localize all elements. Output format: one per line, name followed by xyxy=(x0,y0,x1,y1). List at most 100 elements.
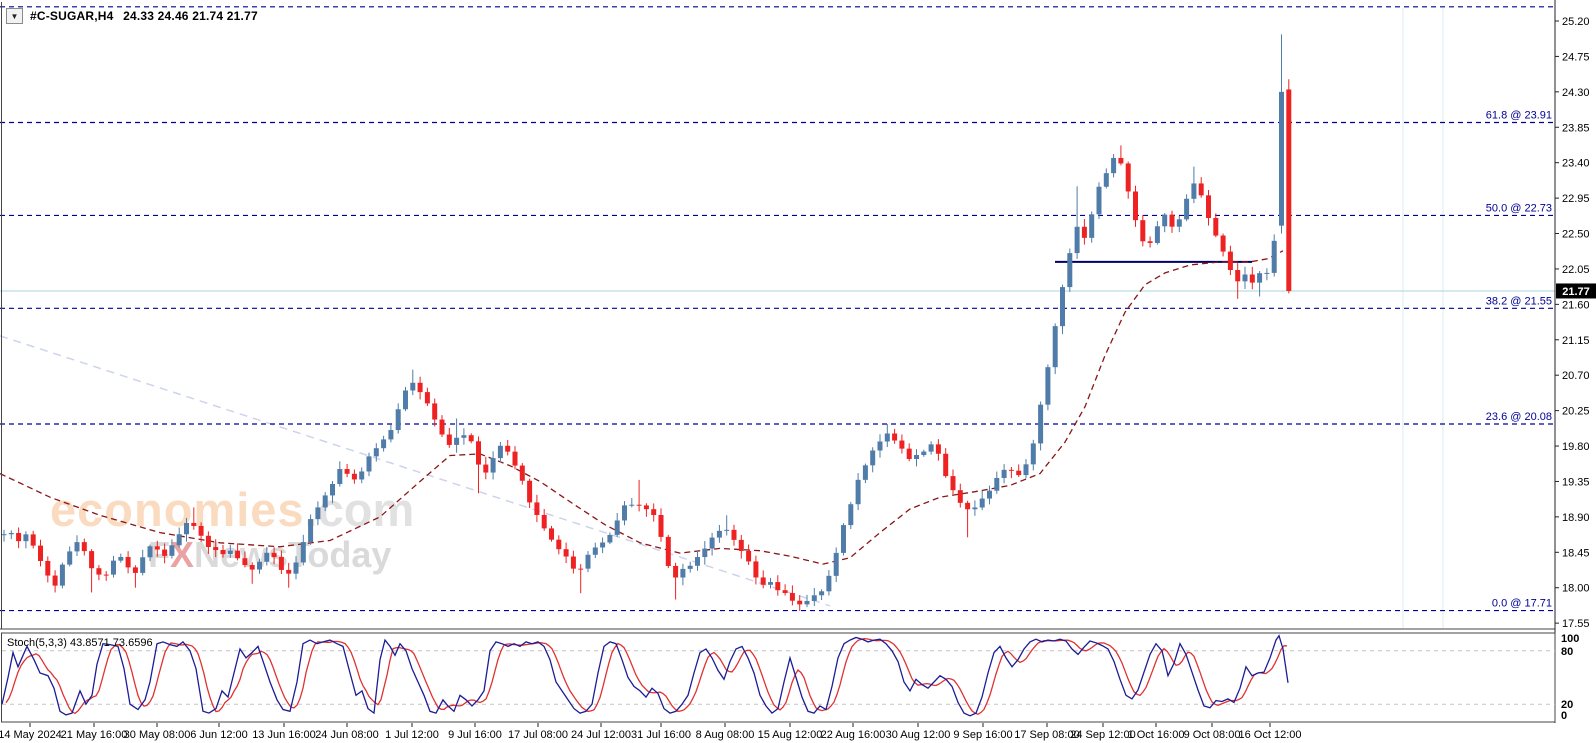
candle-body-up xyxy=(833,552,839,576)
candle-body-down xyxy=(198,525,204,536)
candle-body-down xyxy=(154,546,160,550)
candle-body-down xyxy=(1220,235,1226,252)
candle-body-up xyxy=(1074,226,1080,254)
candle-body-up xyxy=(687,565,693,569)
candle-body-up xyxy=(1279,91,1284,226)
candle-body-down xyxy=(1081,226,1087,238)
candle-body-down xyxy=(1206,195,1211,218)
candle-body-down xyxy=(892,433,898,441)
candle-body-up xyxy=(395,409,401,431)
price-axis-label: 18.00 xyxy=(1562,583,1590,595)
candle-body-up xyxy=(74,542,80,552)
candle-body-down xyxy=(665,536,671,566)
candle-body-down xyxy=(753,561,759,578)
candle-body-up xyxy=(1162,214,1168,227)
candle-body-down xyxy=(512,451,518,466)
date-axis-label: 30 May 08:00 xyxy=(124,729,191,741)
candle-body-down xyxy=(30,534,36,546)
candle-body-down xyxy=(1213,217,1219,236)
candle-body-up xyxy=(1264,272,1270,274)
candle-body-down xyxy=(417,382,423,393)
candle-body-up xyxy=(862,465,868,480)
candle-body-up xyxy=(811,595,817,601)
stochastic-axis-label: 0 xyxy=(1561,710,1567,722)
stochastic-panel-frame xyxy=(1,632,1556,723)
candle-body-down xyxy=(578,568,584,570)
candle-body-up xyxy=(373,448,379,457)
candle-body-up xyxy=(855,479,861,505)
candle-body-down xyxy=(132,567,138,573)
candle-body-up xyxy=(607,534,613,543)
candle-body-up xyxy=(497,445,503,459)
candle-body-down xyxy=(1169,214,1175,227)
candle-body-up xyxy=(987,490,992,499)
candle-body-up xyxy=(454,437,460,445)
candle-body-up xyxy=(622,505,627,521)
candle-body-up xyxy=(322,495,328,508)
candle-body-down xyxy=(351,473,357,480)
stochastic-axis-label: 20 xyxy=(1561,699,1573,711)
descending-trendline[interactable] xyxy=(0,335,831,607)
candle-body-up xyxy=(848,504,854,526)
candle-body-down xyxy=(658,515,664,537)
candle-body-down xyxy=(271,552,277,558)
candle-body-up xyxy=(461,435,467,438)
price-axis-label: 22.05 xyxy=(1562,264,1590,276)
price-axis-label: 17.55 xyxy=(1562,618,1590,630)
date-axis-label: 31 Jul 16:00 xyxy=(631,729,691,741)
stochastic-indicator-label: Stoch(5,3,3) 43.8571 73.6596 xyxy=(7,637,153,649)
candle-body-up xyxy=(709,537,715,549)
candle-body-up xyxy=(308,519,314,543)
candle-body-up xyxy=(1257,273,1263,283)
date-axis-label: 9 Jul 16:00 xyxy=(448,729,502,741)
title-bar: ▼ #C-SUGAR,H4 24.33 24.46 21.74 21.77 xyxy=(6,8,258,24)
candle-body-up xyxy=(293,562,299,574)
candle-body-up xyxy=(359,471,365,480)
date-axis-label: 1 Oct 16:00 xyxy=(1128,729,1185,741)
candle-body-down xyxy=(965,502,971,510)
candle-body-down xyxy=(1227,251,1233,271)
candle-body-down xyxy=(782,590,788,594)
candle-body-up xyxy=(1,534,7,536)
candle-body-down xyxy=(476,441,481,465)
candle-body-down xyxy=(1235,270,1241,282)
candle-body-down xyxy=(1249,274,1255,283)
candle-body-up xyxy=(600,542,606,548)
candle-body-up xyxy=(1176,219,1182,227)
candle-body-up xyxy=(59,564,65,586)
candle-body-up xyxy=(1103,173,1109,187)
candle-body-down xyxy=(636,504,642,506)
moving-average-line[interactable] xyxy=(0,250,1284,565)
candle-body-up xyxy=(8,532,14,535)
price-axis-label: 25.20 xyxy=(1562,16,1590,28)
candle-body-up xyxy=(1023,464,1029,476)
candle-body-down xyxy=(483,464,489,473)
candle-body-up xyxy=(315,507,321,520)
price-axis-label: 22.95 xyxy=(1562,193,1590,205)
candle-body-down xyxy=(235,550,241,559)
overlay-lines-layer: 61.8 @ 23.91 50.0 @ 22.73 38.2 @ 21.55 23.6… xyxy=(0,6,1555,612)
candle-body-up xyxy=(118,557,124,561)
candle-body-down xyxy=(1016,470,1022,476)
candle-body-up xyxy=(67,551,73,565)
candle-body-down xyxy=(89,551,95,569)
price-axis-label: 21.60 xyxy=(1562,299,1590,311)
candle-body-down xyxy=(549,528,554,540)
symbol-dropdown-button[interactable]: ▼ xyxy=(6,8,23,24)
price-axis-label: 18.90 xyxy=(1562,512,1590,524)
candle-body-up xyxy=(629,504,635,506)
candle-body-up xyxy=(768,582,773,585)
candle-body-up xyxy=(1191,183,1197,199)
candle-body-down xyxy=(789,593,795,601)
candle-body-up xyxy=(490,458,496,473)
candle-body-down xyxy=(1286,89,1292,291)
candle-body-up xyxy=(1001,469,1007,478)
candle-body-down xyxy=(943,453,949,477)
candle-body-down xyxy=(797,600,803,605)
current-price-badge xyxy=(1556,283,1596,299)
candle-body-down xyxy=(541,514,547,529)
candle-body-down xyxy=(527,480,533,503)
candle-body-down xyxy=(432,403,438,420)
